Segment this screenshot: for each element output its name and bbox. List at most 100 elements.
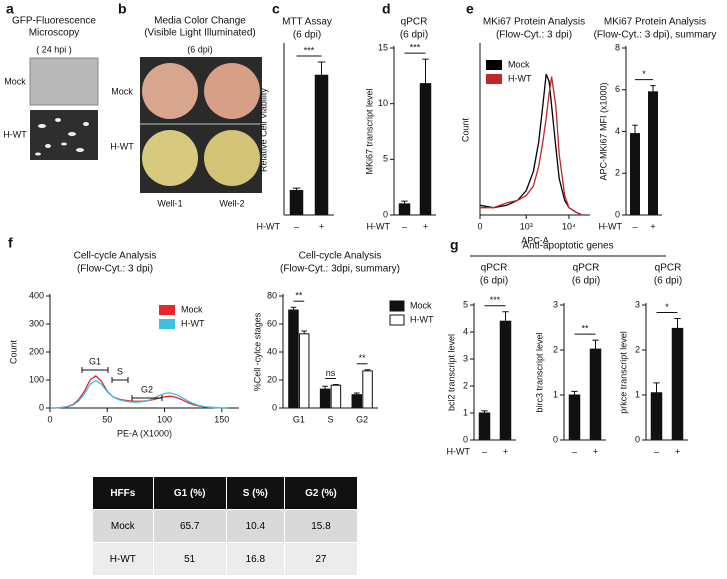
y-tick-label: 0 (553, 434, 558, 444)
y-tick-label: 40 (267, 346, 277, 356)
error-bar (292, 187, 301, 191)
y-tick-label: 3 (635, 299, 640, 309)
y-axis-label: Count (460, 118, 470, 143)
error-bar (317, 61, 326, 76)
micrograph (30, 110, 98, 160)
gate-bracket (131, 395, 163, 401)
y-tick-label: 6 (615, 84, 620, 94)
cell: 65.7 (152, 509, 227, 543)
bar (314, 74, 329, 216)
panel-title: GFP-Fluorescence (12, 16, 96, 27)
error-bar (653, 382, 660, 393)
histogram-line (50, 379, 228, 409)
x-tick-label: + (675, 446, 680, 456)
bar (671, 327, 684, 441)
chart-title: MKi67 Protein Analysis (604, 17, 706, 28)
cell: Mock (92, 509, 154, 543)
y-tick-label: 10 (378, 98, 388, 108)
x-axis-label: H-WT (599, 221, 623, 231)
x-tick-label: G2 (356, 414, 368, 424)
y-axis-label: MKi67 transcript level (364, 88, 374, 174)
x-tick-label: + (423, 221, 428, 231)
y-axis-label: %Cell -cylce stages (252, 312, 262, 391)
x-tick-label: – (572, 446, 577, 456)
bar (298, 333, 310, 409)
chart-subtitle: (Flow-Cyt.: 3 dpi) (77, 264, 153, 275)
x-axis-label: H-WT (257, 221, 281, 231)
y-tick-label: 1 (553, 389, 558, 399)
y-tick-label: 2 (635, 344, 640, 354)
y-axis-label: Relative Cell Viability (258, 88, 268, 172)
panel-label: a (6, 1, 14, 17)
legend-label: Mock (181, 304, 203, 314)
micrograph (29, 57, 99, 106)
header-cell: G2 (%) (283, 476, 359, 510)
header-cell: G1 (%) (152, 476, 227, 510)
error-bar (422, 58, 429, 84)
y-tick-label: 3 (553, 299, 558, 309)
x-tick-label: 100 (157, 414, 172, 424)
x-tick-label: – (482, 446, 487, 456)
y-tick-label: 20 (267, 374, 277, 384)
bar (589, 348, 602, 441)
error-bar (650, 85, 656, 92)
significance-label: ** (359, 353, 367, 363)
row-label: H-WT (3, 129, 27, 139)
chart-subtitle: (6 dpi) (654, 276, 682, 287)
y-tick-label: 2 (615, 168, 620, 178)
x-tick-label: + (593, 446, 598, 456)
header-cell: HFFs (92, 476, 154, 510)
cell: 27 (283, 542, 359, 576)
summary-table: HFFs G1 (%) S (%) G2 (%) Mock 65.7 10.4 … (92, 476, 359, 576)
y-tick-label: 200 (29, 346, 44, 356)
bar (330, 384, 342, 409)
x-tick-label: + (650, 221, 655, 231)
bar (419, 83, 432, 216)
error-bar (322, 385, 328, 390)
x-tick-label: + (503, 446, 508, 456)
well (204, 130, 260, 186)
x-tick-label: – (294, 221, 299, 231)
chart-title: MKi67 Protein Analysis (483, 17, 585, 28)
bar (478, 412, 491, 441)
panel-title: (Visible Light Illuminated) (144, 28, 256, 39)
column-label: Well-1 (157, 198, 182, 208)
significance-label: *** (410, 43, 421, 53)
legend-swatch (486, 60, 502, 70)
histogram-line (480, 76, 583, 216)
y-tick-label: 0 (615, 209, 620, 219)
error-bar (674, 318, 681, 329)
x-axis-label: APC-A (521, 235, 549, 245)
y-axis-label: APC-MKi67 MFI (x1000) (598, 82, 608, 180)
error-bar (502, 311, 509, 322)
well (142, 130, 198, 186)
chart-subtitle: (Flow-Cyt.: 3dpi, summary) (280, 264, 400, 275)
significance-label: ** (295, 291, 303, 301)
error-bar (353, 392, 360, 395)
cells (35, 118, 89, 156)
bar (398, 203, 411, 216)
histogram-line (479, 73, 583, 216)
chart-title: qPCR (655, 263, 682, 274)
bar (351, 394, 363, 409)
significance-label: ns (326, 368, 336, 378)
legend-label: Mock (508, 59, 530, 69)
bar (568, 394, 581, 441)
y-tick-label: 3 (463, 353, 468, 363)
y-tick-label: 1 (463, 407, 468, 417)
significance-label: * (665, 302, 669, 312)
chart-title: Cell-cycle Analysis (74, 251, 157, 262)
bar (630, 133, 640, 216)
y-tick-label: 0 (635, 434, 640, 444)
panel-label: b (118, 1, 127, 17)
panel-label: e (466, 1, 474, 17)
x-tick-label: – (654, 446, 659, 456)
legend-swatch (389, 300, 405, 312)
x-tick-label: 10³ (520, 221, 533, 231)
significance-label: *** (490, 295, 501, 305)
chart-title: MTT Assay (282, 17, 332, 28)
legend-swatch (159, 319, 175, 329)
bar (362, 370, 373, 409)
